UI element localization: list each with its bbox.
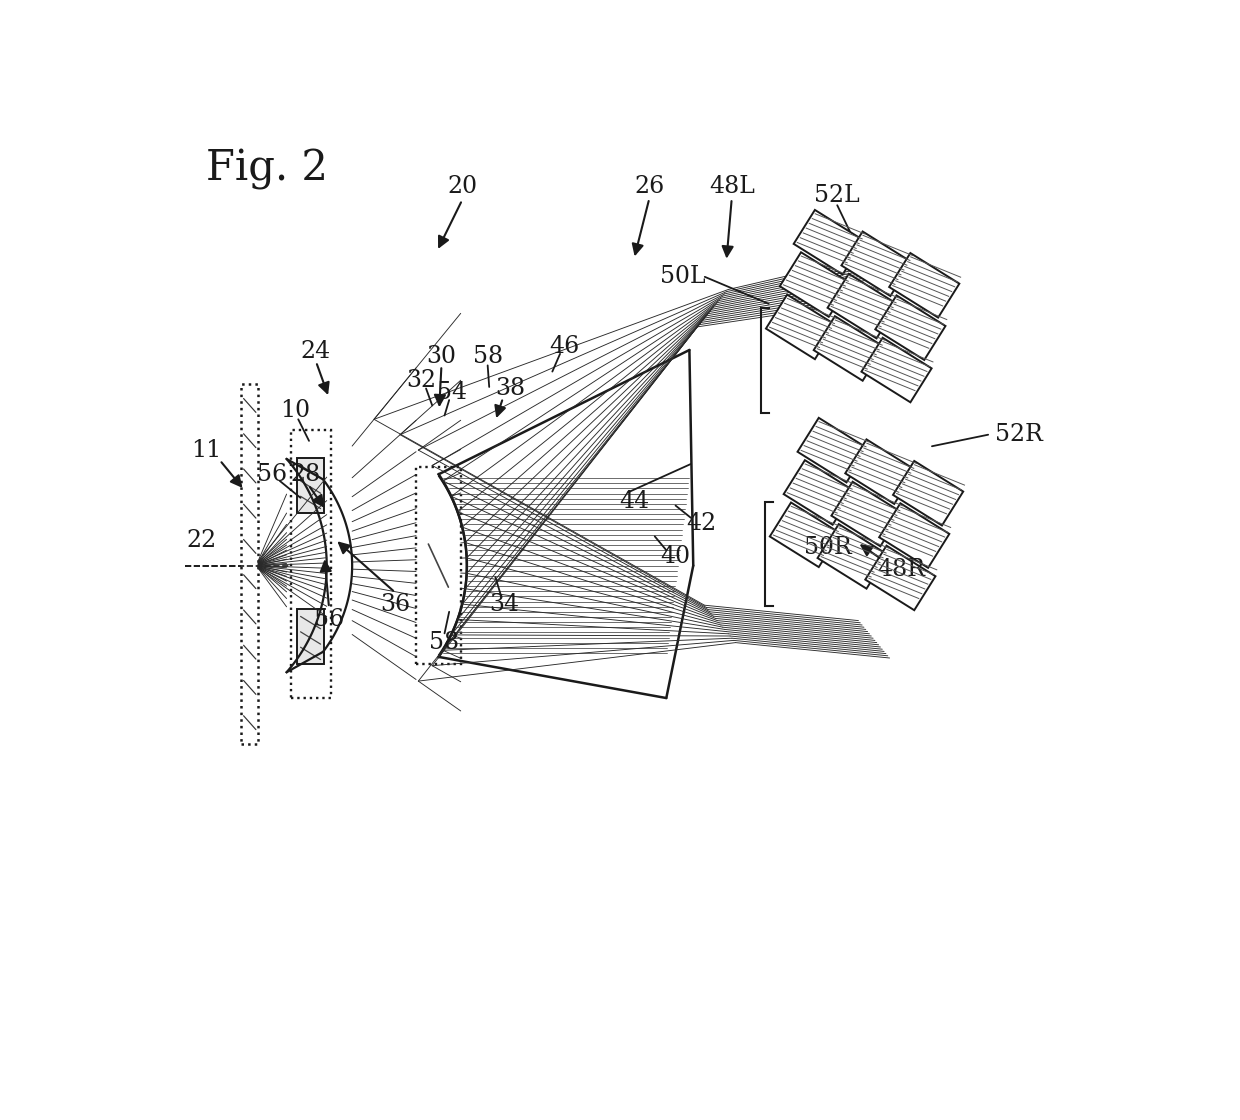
Text: 28: 28: [291, 464, 321, 486]
Text: 54: 54: [438, 381, 467, 404]
Polygon shape: [866, 545, 935, 610]
Bar: [242, 384, 258, 745]
Polygon shape: [889, 253, 960, 318]
Polygon shape: [842, 232, 911, 296]
Bar: [290, 430, 331, 698]
Text: 56: 56: [257, 464, 288, 486]
Text: 36: 36: [381, 592, 410, 616]
Polygon shape: [831, 482, 901, 547]
Text: 10: 10: [280, 399, 310, 421]
Text: Fig. 2: Fig. 2: [206, 148, 327, 190]
Polygon shape: [794, 209, 864, 274]
Text: 58: 58: [472, 345, 502, 367]
Text: 40: 40: [661, 544, 691, 568]
Text: 52R: 52R: [994, 423, 1043, 446]
Bar: [417, 467, 461, 664]
Polygon shape: [893, 461, 963, 525]
Text: 26: 26: [634, 175, 665, 198]
Text: 50R: 50R: [804, 536, 852, 559]
Polygon shape: [875, 296, 945, 360]
Polygon shape: [862, 338, 931, 402]
Text: 42: 42: [686, 512, 715, 534]
Text: 20: 20: [448, 175, 477, 198]
Text: 48L: 48L: [709, 175, 755, 198]
Polygon shape: [827, 273, 898, 338]
Bar: [298, 458, 324, 513]
Polygon shape: [813, 316, 884, 381]
Text: 58: 58: [429, 631, 460, 654]
Polygon shape: [784, 460, 854, 525]
Polygon shape: [780, 252, 849, 317]
Text: 22: 22: [187, 530, 217, 552]
Text: 52L: 52L: [815, 185, 861, 207]
Polygon shape: [846, 439, 915, 504]
Text: 46: 46: [549, 335, 580, 357]
Text: 44: 44: [619, 491, 649, 513]
Text: 32: 32: [407, 370, 436, 392]
Bar: [298, 609, 324, 664]
Text: 38: 38: [496, 377, 526, 400]
Text: 24: 24: [301, 340, 331, 363]
Text: 11: 11: [191, 439, 221, 461]
Text: 30: 30: [427, 345, 456, 367]
Text: 56: 56: [314, 608, 345, 631]
Polygon shape: [797, 418, 868, 483]
Polygon shape: [766, 295, 836, 360]
Polygon shape: [879, 503, 950, 568]
Text: 48R: 48R: [877, 558, 925, 581]
Text: 34: 34: [490, 592, 520, 616]
Polygon shape: [770, 503, 839, 567]
Text: 50L: 50L: [661, 265, 706, 288]
Polygon shape: [817, 524, 888, 589]
